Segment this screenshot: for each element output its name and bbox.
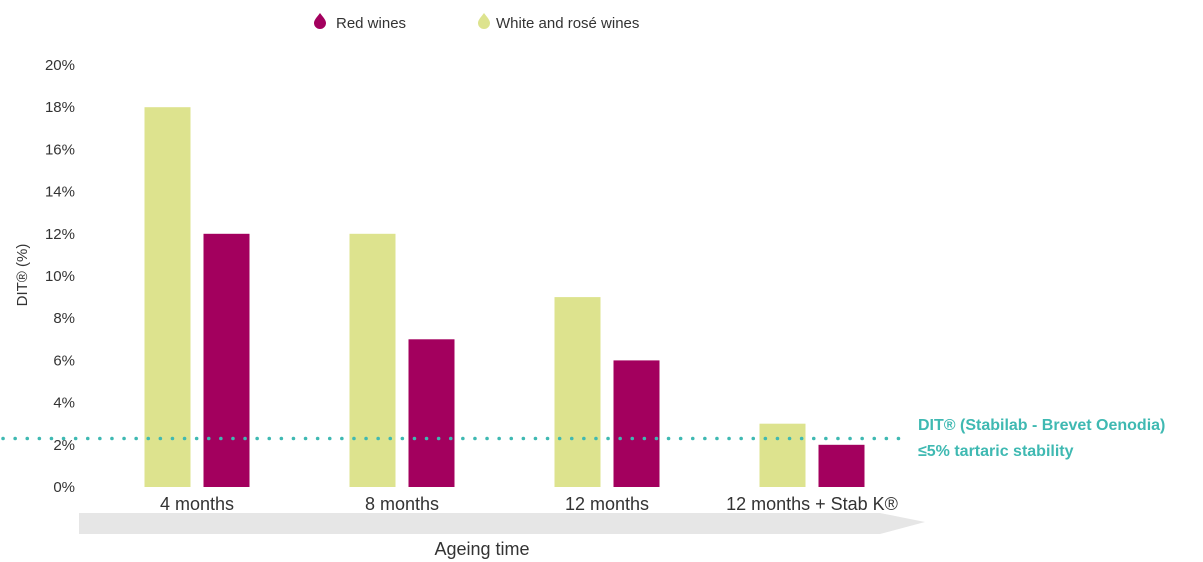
reference-label-line2: ≤5% tartaric stability: [918, 443, 1074, 460]
y-tick-label: 2%: [53, 437, 75, 454]
legend-item-red: Red wines: [314, 13, 406, 32]
y-tick-label: 12%: [45, 226, 75, 243]
x-category-label: 12 months: [565, 494, 649, 514]
bar: [349, 233, 396, 487]
bar: [203, 233, 250, 487]
y-axis-title: DIT® (%): [14, 244, 31, 307]
legend-label-white: White and rosé wines: [496, 15, 639, 32]
bars: [144, 107, 865, 487]
ageing-time-label: Ageing time: [434, 539, 529, 559]
ageing-time-arrow-shape: [79, 513, 925, 534]
legend-item-white: White and rosé wines: [478, 13, 639, 32]
y-tick-label: 20%: [45, 57, 75, 74]
bar: [554, 297, 601, 487]
reference-label-line1: DIT® (Stabilab - Brevet Oenodia): [918, 417, 1165, 434]
y-tick-label: 6%: [53, 352, 75, 369]
bar: [144, 107, 191, 487]
x-category-label: 4 months: [160, 494, 234, 514]
bar: [818, 444, 865, 487]
y-tick-label: 10%: [45, 268, 75, 285]
ageing-time-arrow: Ageing time: [79, 513, 925, 559]
bar: [759, 423, 806, 487]
bar: [613, 360, 660, 487]
legend: Red wines White and rosé wines: [314, 13, 639, 32]
legend-label-red: Red wines: [336, 15, 406, 32]
y-tick-label: 0%: [53, 479, 75, 496]
x-category-label: 12 months + Stab K®: [726, 494, 898, 514]
y-axis-ticks: 0% 2% 4% 6% 8% 10% 12% 14% 16% 18% 20%: [45, 57, 75, 496]
bar: [408, 339, 455, 487]
y-tick-label: 16%: [45, 141, 75, 158]
y-tick-label: 14%: [45, 184, 75, 201]
x-category-label: 8 months: [365, 494, 439, 514]
y-tick-label: 8%: [53, 310, 75, 327]
legend-drop-red-icon: [314, 13, 326, 29]
y-tick-label: 18%: [45, 99, 75, 116]
y-tick-label: 4%: [53, 395, 75, 412]
legend-drop-white-icon: [478, 13, 490, 29]
x-axis-categories: 4 months 8 months 12 months 12 months + Sta…: [160, 494, 898, 514]
